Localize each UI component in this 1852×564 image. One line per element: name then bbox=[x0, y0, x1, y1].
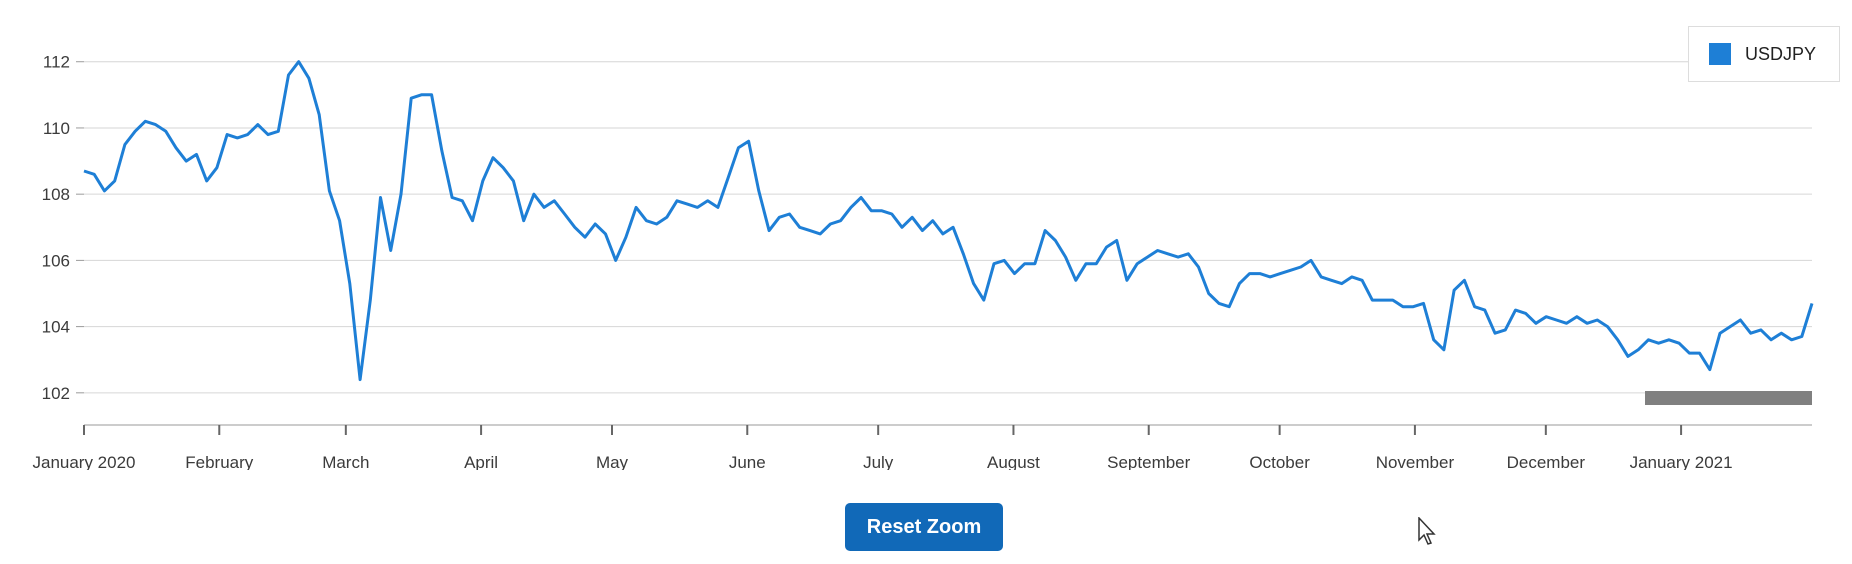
x-tick-label: December bbox=[1507, 453, 1586, 470]
x-tick-label: June bbox=[729, 453, 766, 470]
x-tick-label: August bbox=[987, 453, 1040, 470]
y-tick-label: 102 bbox=[42, 384, 70, 403]
x-tick-label: May bbox=[596, 453, 629, 470]
x-tick-label: April bbox=[464, 453, 498, 470]
y-tick-label: 110 bbox=[43, 119, 70, 138]
y-tick-label: 106 bbox=[42, 251, 70, 270]
legend-swatch bbox=[1709, 43, 1731, 65]
x-tick-label: February bbox=[185, 453, 254, 470]
x-tick-label: March bbox=[322, 453, 369, 470]
mouse-cursor-icon bbox=[1418, 517, 1436, 545]
zoom-navigator-bar[interactable] bbox=[1645, 391, 1812, 405]
x-tick-label: January 2020 bbox=[32, 453, 135, 470]
usdjpy-line-chart[interactable]: 102 104 106 108 110 112 January 2020 February M… bbox=[0, 0, 1852, 470]
y-tick-label: 112 bbox=[43, 53, 70, 72]
x-tick-label: January 2021 bbox=[1630, 453, 1733, 470]
grid-lines bbox=[76, 61, 1812, 394]
x-axis: January 2020 February March April May June Jul… bbox=[32, 424, 1812, 470]
x-tick-label: October bbox=[1249, 453, 1310, 470]
series-line-usdjpy bbox=[83, 60, 1814, 382]
x-tick-label: November bbox=[1376, 453, 1455, 470]
reset-zoom-button[interactable]: Reset Zoom bbox=[845, 503, 1003, 551]
x-tick-label: September bbox=[1107, 453, 1190, 470]
x-tick-label: July bbox=[863, 453, 894, 470]
legend-label: USDJPY bbox=[1745, 43, 1817, 64]
y-tick-label: 108 bbox=[42, 185, 70, 204]
y-tick-label: 104 bbox=[42, 318, 70, 337]
y-axis-labels: 102 104 106 108 110 112 bbox=[42, 53, 70, 403]
legend[interactable]: USDJPY bbox=[1688, 26, 1840, 82]
